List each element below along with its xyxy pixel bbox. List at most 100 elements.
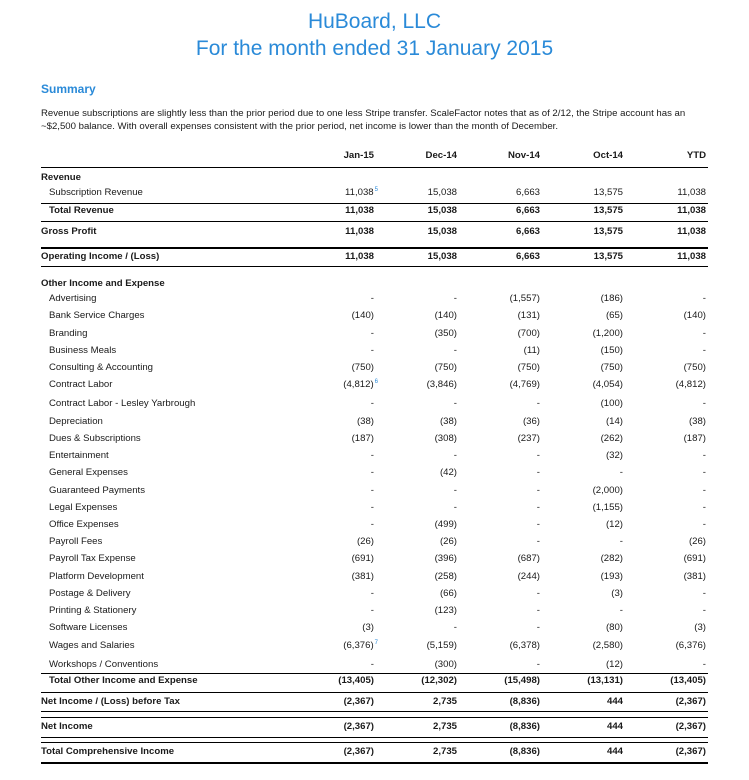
cell-value: 11,038: [677, 251, 706, 262]
table-row: Office Expenses - (499) - (12) -: [0, 519, 749, 534]
cell-oct-14: (14): [543, 416, 623, 427]
cell-value: (750): [683, 362, 706, 373]
cell-value: -: [619, 467, 623, 478]
cell-jan-15: (2,367): [294, 746, 374, 757]
net-income-before-tax-rule-bottom: [41, 711, 708, 712]
cell-value: (42): [439, 467, 457, 478]
cell-ytd: -: [626, 398, 706, 409]
cell-value: (1,155): [592, 502, 623, 513]
cell-value: (396): [434, 553, 457, 564]
cell-value: 15,038: [427, 187, 457, 198]
cell-jan-15: -: [294, 345, 374, 356]
cell-value: (12): [605, 519, 623, 530]
cell-value: 11,038: [345, 187, 374, 199]
cell-value: 6,663: [515, 187, 540, 198]
cell-value: 444: [606, 696, 623, 707]
column-header-oct-14: Oct-14: [593, 150, 623, 161]
cell-value: -: [702, 345, 706, 356]
operating-income-rule-top: [41, 247, 708, 249]
cell-value: (38): [439, 416, 457, 427]
cell-ytd: 11,038: [626, 205, 706, 216]
cell-ytd: 11,038: [626, 187, 706, 198]
cell-value: (193): [600, 571, 623, 582]
cell-oct-14: 444: [543, 721, 623, 732]
cell-value: 13,575: [593, 205, 623, 216]
cell-jan-15: (26): [294, 536, 374, 547]
cell-jan-15: -: [294, 588, 374, 599]
cell-value: (4,812): [343, 379, 374, 391]
cell-nov-14: (700): [460, 328, 540, 339]
cell-jan-15: -: [294, 328, 374, 339]
cell-ytd: -: [626, 345, 706, 356]
cell-value: (8,836): [509, 721, 540, 732]
cell-jan-15: (4,812)6: [294, 379, 378, 390]
cell-nov-14: 6,663: [460, 187, 540, 198]
operating-income-rule-bottom: [41, 266, 708, 267]
cell-value: (700): [517, 328, 540, 339]
row-label: Payroll Fees: [49, 536, 103, 547]
cell-ytd: -: [626, 502, 706, 513]
cell-jan-15: (3): [294, 622, 374, 633]
cell-nov-14: -: [460, 622, 540, 633]
cell-value: 15,038: [427, 226, 457, 237]
cell-oct-14: 13,575: [543, 251, 623, 262]
cell-jan-15: (13,405): [294, 675, 374, 686]
cell-value: -: [453, 450, 457, 461]
cell-value: -: [702, 398, 706, 409]
cell-jan-15: 11,038: [294, 205, 374, 216]
cell-dec-14: (258): [377, 571, 457, 582]
cell-value: 11,038: [677, 205, 706, 216]
cell-ytd: -: [626, 605, 706, 616]
cell-value: -: [702, 502, 706, 513]
cell-value: (3): [611, 588, 623, 599]
cell-value: (26): [356, 536, 374, 547]
cell-value: (1,557): [509, 293, 540, 304]
cell-nov-14: -: [460, 502, 540, 513]
cell-value: -: [370, 293, 374, 304]
table-row: Total Other Income and Expense (13,405) (1…: [0, 675, 749, 690]
cell-value: 444: [606, 746, 623, 757]
row-label: Revenue: [41, 172, 81, 183]
row-label: Workshops / Conventions: [49, 659, 159, 670]
cell-value: (2,367): [343, 721, 374, 732]
cell-dec-14: -: [377, 450, 457, 461]
cell-oct-14: (100): [543, 398, 623, 409]
cell-value: -: [536, 536, 540, 547]
net-income-before-tax-rule-top: [41, 692, 708, 693]
cell-nov-14: (687): [460, 553, 540, 564]
cell-value: 2,735: [432, 696, 457, 707]
cell-oct-14: (32): [543, 450, 623, 461]
cell-value: (13,405): [338, 675, 374, 686]
total-other-rule: [41, 673, 708, 674]
table-row: Legal Expenses - - - (1,155) -: [0, 502, 749, 517]
row-label: Guaranteed Payments: [49, 485, 145, 496]
cell-jan-15: (691): [294, 553, 374, 564]
cell-value: (150): [600, 345, 623, 356]
cell-oct-14: (750): [543, 362, 623, 373]
comprehensive-income-rule-bottom: [41, 762, 708, 764]
cell-ytd: (26): [626, 536, 706, 547]
row-label: Total Revenue: [49, 205, 114, 216]
cell-value: 13,575: [593, 251, 623, 262]
cell-value: -: [702, 467, 706, 478]
cell-nov-14: (8,836): [460, 721, 540, 732]
cell-dec-14: 2,735: [377, 721, 457, 732]
cell-value: 444: [606, 721, 623, 732]
cell-nov-14: 6,663: [460, 251, 540, 262]
cell-value: (3): [362, 622, 374, 633]
row-label: Other Income and Expense: [41, 278, 165, 289]
cell-value: (66): [439, 588, 457, 599]
cell-nov-14: 6,663: [460, 226, 540, 237]
table-row: Guaranteed Payments - - - (2,000) -: [0, 485, 749, 500]
cell-value: (187): [351, 433, 374, 444]
cell-value: 2,735: [432, 746, 457, 757]
cell-value: (12,302): [421, 675, 457, 686]
cell-value: (6,378): [509, 640, 540, 651]
footnote-marker: 6: [374, 379, 378, 385]
cell-value: (140): [351, 310, 374, 321]
cell-jan-15: -: [294, 293, 374, 304]
cell-dec-14: (750): [377, 362, 457, 373]
cell-value: (26): [688, 536, 706, 547]
cell-value: (3,846): [426, 379, 457, 390]
cell-dec-14: (5,159): [377, 640, 457, 651]
